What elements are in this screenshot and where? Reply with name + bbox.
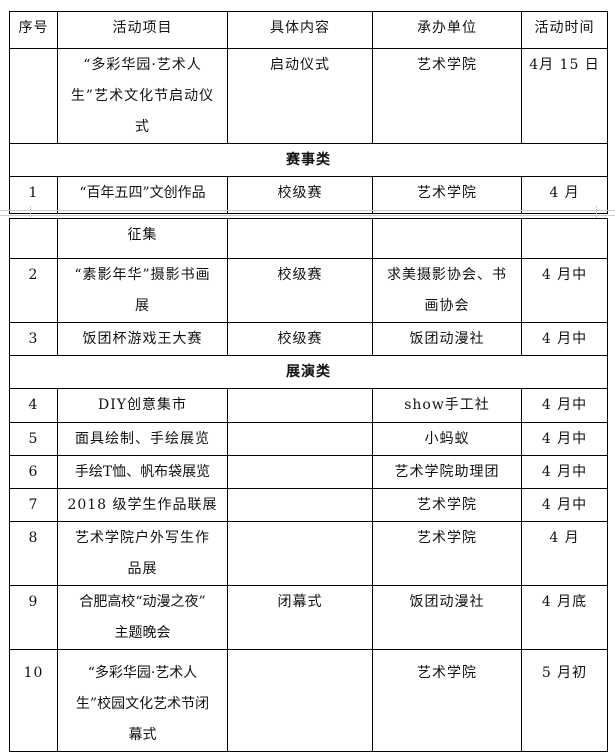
cell-content — [227, 455, 373, 489]
cell-project: 合肥高校“动漫之夜” 主题晚会 — [57, 585, 228, 650]
cell-project: 征集 — [57, 218, 228, 259]
cell-content: 校级赛 — [227, 176, 373, 214]
cell-content — [227, 388, 373, 423]
header-project: 活动项目 — [57, 11, 228, 49]
table-row: 3 饭团杯游戏王大赛 校级赛 饭团动漫社 4 月中 — [9, 322, 608, 356]
cell-project: “素影年华”摄影书画 展 — [57, 258, 228, 323]
cell-org: 小蚂蚁 — [372, 422, 522, 456]
header-time: 活动时间 — [521, 11, 608, 49]
cell-content: 校级赛 — [227, 322, 373, 356]
cell-project: 2018 级学生作品联展 — [57, 488, 228, 522]
cell-num — [9, 48, 58, 144]
section-title: 展演类 — [9, 355, 608, 389]
cell-time: 4 月 — [521, 176, 608, 214]
cell-num: 6 — [9, 455, 58, 489]
cell-content: 启动仪式 — [227, 48, 373, 144]
cell-time: 4 月中 — [521, 322, 608, 356]
page-corner-mark — [596, 206, 597, 218]
table-row: 4 DIY创意集市 show手工社 4 月中 — [9, 388, 608, 423]
cell-num: 1 — [9, 176, 58, 214]
table-row: 征集 — [9, 218, 608, 259]
cell-project: “百年五四”文创作品 — [57, 176, 228, 214]
cell-time: 4 月 — [521, 521, 608, 586]
cell-time — [521, 218, 608, 259]
cell-num: 9 — [9, 585, 58, 650]
cell-num: 5 — [9, 422, 58, 456]
activity-table-page1: 序号 活动项目 具体内容 承办单位 活动时间 “多彩华园·艺术人 生”艺术文化节… — [9, 11, 608, 214]
section-title: 赛事类 — [9, 143, 608, 177]
cell-org: 艺术学院 — [372, 488, 522, 522]
cell-org: 饭团动漫社 — [372, 585, 522, 650]
cell-org: 求美摄影协会、书 画协会 — [372, 258, 522, 323]
table-row: 8 艺术学院户外写生作 品展 艺术学院 4 月 — [9, 521, 608, 586]
table-row: 6 手绘T恤、帆布袋展览 艺术学院助理团 4 月中 — [9, 455, 608, 489]
header-content: 具体内容 — [227, 11, 373, 49]
table-row: 5 面具绘制、手绘展览 小蚂蚁 4 月中 — [9, 422, 608, 456]
cell-num: 8 — [9, 521, 58, 586]
cell-content — [227, 488, 373, 522]
cell-content — [227, 218, 373, 259]
cell-project: 饭团杯游戏王大赛 — [57, 322, 228, 356]
cell-num: 2 — [9, 258, 58, 323]
cell-content: 闭幕式 — [227, 585, 373, 650]
section-row: 赛事类 — [9, 143, 608, 177]
table-row: 1 “百年五四”文创作品 校级赛 艺术学院 4 月 — [9, 176, 608, 214]
cell-project: 艺术学院户外写生作 品展 — [57, 521, 228, 586]
header-num: 序号 — [9, 11, 58, 49]
cell-org: 艺术学院助理团 — [372, 455, 522, 489]
cell-content: 校级赛 — [227, 258, 373, 323]
cell-num: 10 — [9, 649, 58, 752]
activity-table-page2: 征集 2 “素影年华”摄影书画 展 校级赛 求美摄影协会、书 画协会 4 月中 … — [9, 218, 608, 752]
cell-time: 4 月中 — [521, 455, 608, 489]
cell-org: show手工社 — [372, 388, 522, 423]
cell-num: 3 — [9, 322, 58, 356]
cell-org: 艺术学院 — [372, 176, 522, 214]
header-row: 序号 活动项目 具体内容 承办单位 活动时间 — [9, 11, 608, 49]
cell-org — [372, 218, 522, 259]
cell-time: 5 月初 — [521, 649, 608, 752]
table-row: 10 “多彩华园·艺术人 生”校园文化艺术节闭 幕式 艺术学院 5 月初 — [9, 649, 608, 752]
cell-time: 4月 15 日 — [521, 48, 608, 144]
cell-project: “多彩华园·艺术人 生”校园文化艺术节闭 幕式 — [57, 649, 228, 752]
section-row: 展演类 — [9, 355, 608, 389]
cell-content — [227, 521, 373, 586]
header-org: 承办单位 — [372, 11, 522, 49]
table-row: 2 “素影年华”摄影书画 展 校级赛 求美摄影协会、书 画协会 4 月中 — [9, 258, 608, 323]
page-break — [0, 210, 615, 216]
cell-time: 4 月底 — [521, 585, 608, 650]
page-corner-mark — [30, 206, 31, 218]
cell-content — [227, 649, 373, 752]
cell-num: 7 — [9, 488, 58, 522]
cell-project: “多彩华园·艺术人 生”艺术文化节启动仪 式 — [57, 48, 228, 144]
cell-time: 4 月中 — [521, 388, 608, 423]
cell-num — [9, 218, 58, 259]
cell-project: DIY创意集市 — [57, 388, 228, 423]
table-row: “多彩华园·艺术人 生”艺术文化节启动仪 式 启动仪式 艺术学院 4月 15 日 — [9, 48, 608, 144]
cell-project: 手绘T恤、帆布袋展览 — [57, 455, 228, 489]
cell-num: 4 — [9, 388, 58, 423]
cell-org: 饭团动漫社 — [372, 322, 522, 356]
cell-project: 面具绘制、手绘展览 — [57, 422, 228, 456]
cell-org: 艺术学院 — [372, 521, 522, 586]
cell-time: 4 月中 — [521, 258, 608, 323]
cell-content — [227, 422, 373, 456]
cell-time: 4 月中 — [521, 488, 608, 522]
table-row: 7 2018 级学生作品联展 艺术学院 4 月中 — [9, 488, 608, 522]
cell-org: 艺术学院 — [372, 649, 522, 752]
table-row: 9 合肥高校“动漫之夜” 主题晚会 闭幕式 饭团动漫社 4 月底 — [9, 585, 608, 650]
cell-time: 4 月中 — [521, 422, 608, 456]
cell-org: 艺术学院 — [372, 48, 522, 144]
